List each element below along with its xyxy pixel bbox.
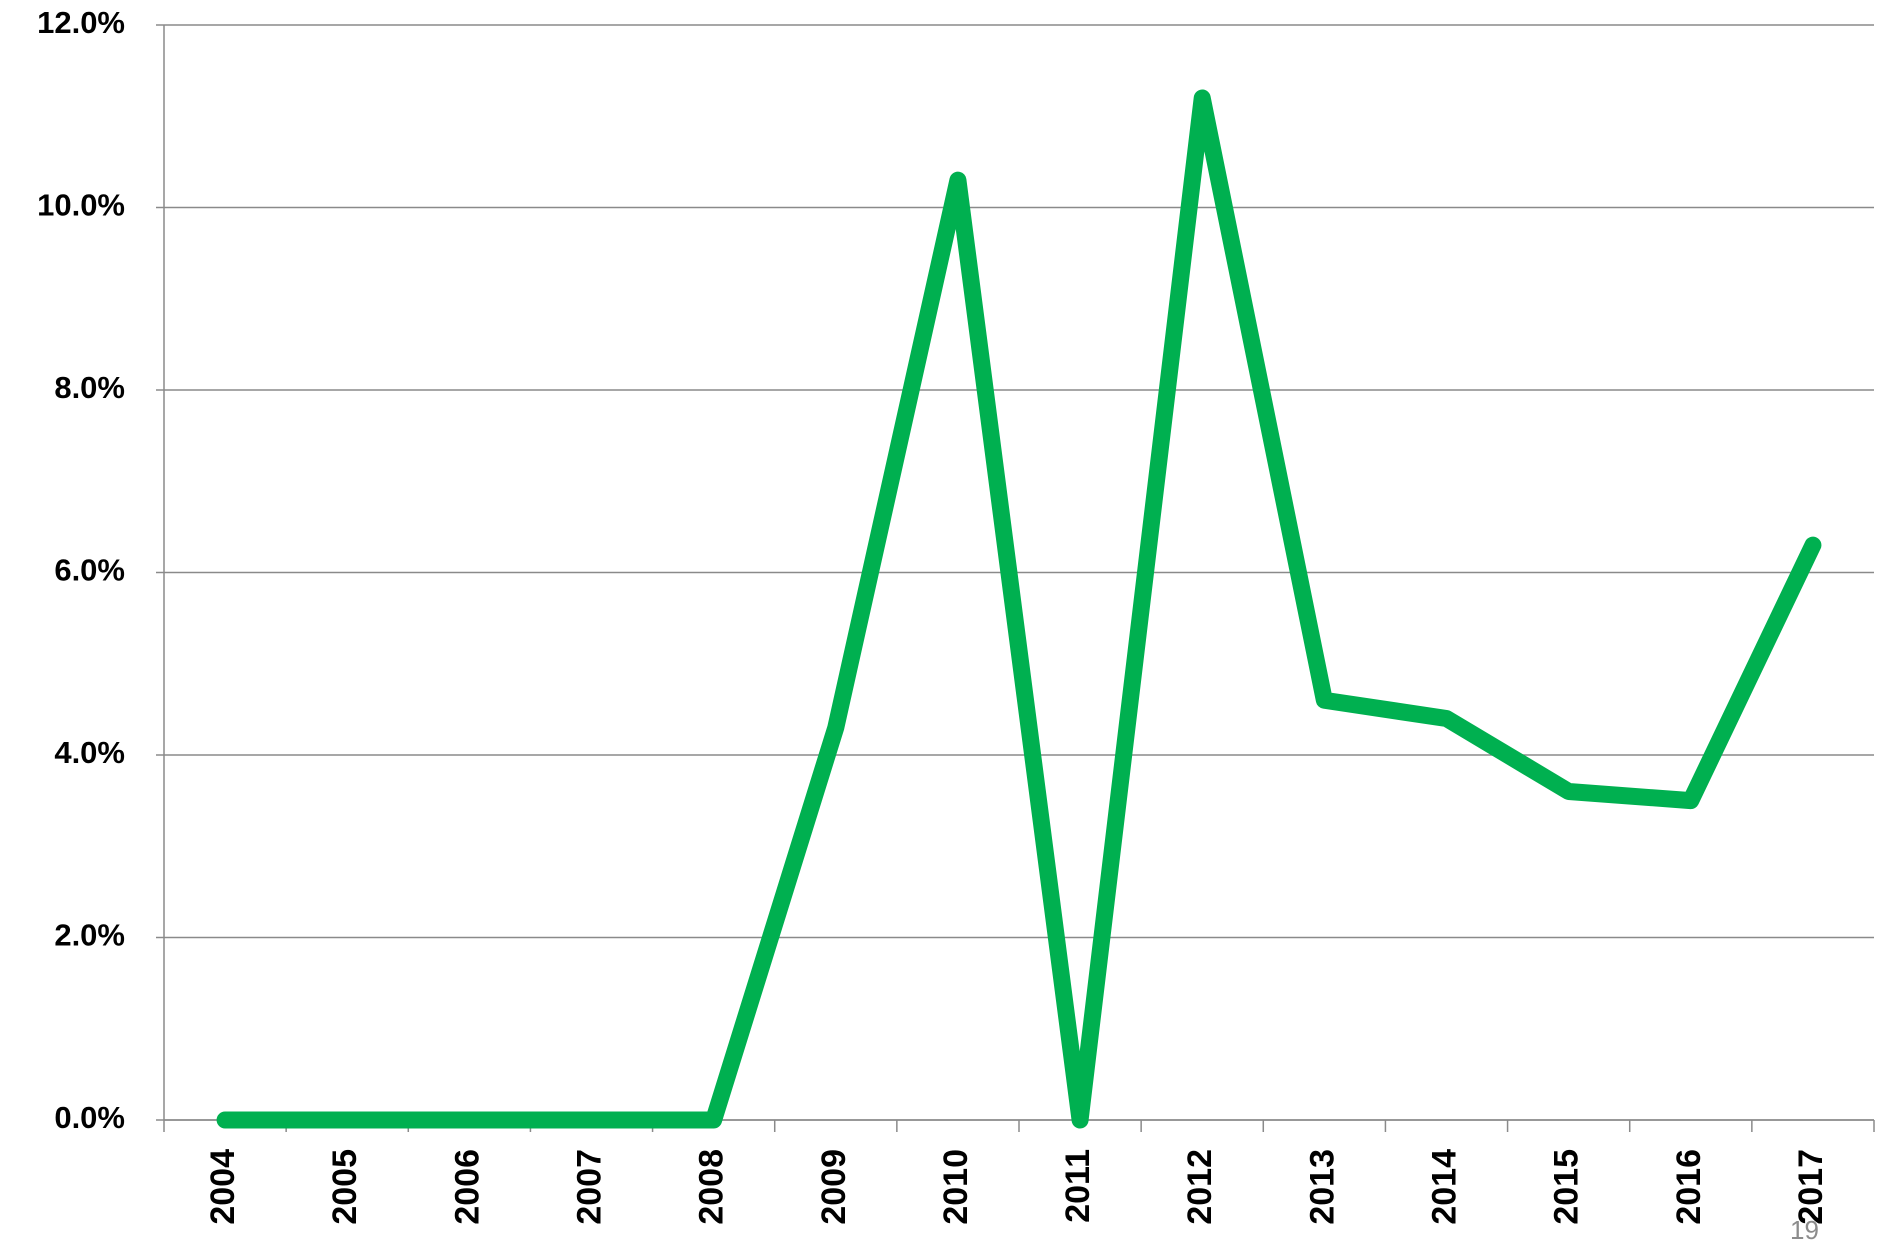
x-tick-label: 2016 [1670, 1149, 1708, 1225]
x-tick-label: 2011 [1059, 1149, 1097, 1223]
x-tick-label: 2009 [815, 1149, 853, 1225]
y-tick-label: 0.0% [54, 1100, 125, 1135]
x-tick-label: 2008 [693, 1149, 731, 1225]
x-tick-label: 2015 [1548, 1149, 1586, 1225]
page-number: 19 [1790, 1215, 1819, 1245]
y-tick-label: 4.0% [54, 735, 125, 770]
y-tick-label: 12.0% [37, 5, 125, 40]
x-tick-label: 2004 [204, 1149, 242, 1225]
x-tick-label: 2017 [1792, 1149, 1830, 1225]
x-tick-label: 2014 [1425, 1149, 1463, 1225]
data-line [216, 89, 1822, 1129]
y-tick-label: 6.0% [54, 553, 125, 588]
x-tick-label: 2007 [570, 1149, 608, 1225]
y-tick-label: 8.0% [54, 370, 125, 405]
y-tick-label: 10.0% [37, 188, 125, 223]
x-tick-label: 2012 [1181, 1149, 1219, 1225]
x-tick-label: 2010 [937, 1149, 975, 1225]
x-tick-label: 2005 [326, 1149, 364, 1225]
x-tick-label: 2013 [1303, 1149, 1341, 1225]
y-tick-label: 2.0% [54, 918, 125, 953]
x-tick-label: 2006 [448, 1149, 486, 1225]
